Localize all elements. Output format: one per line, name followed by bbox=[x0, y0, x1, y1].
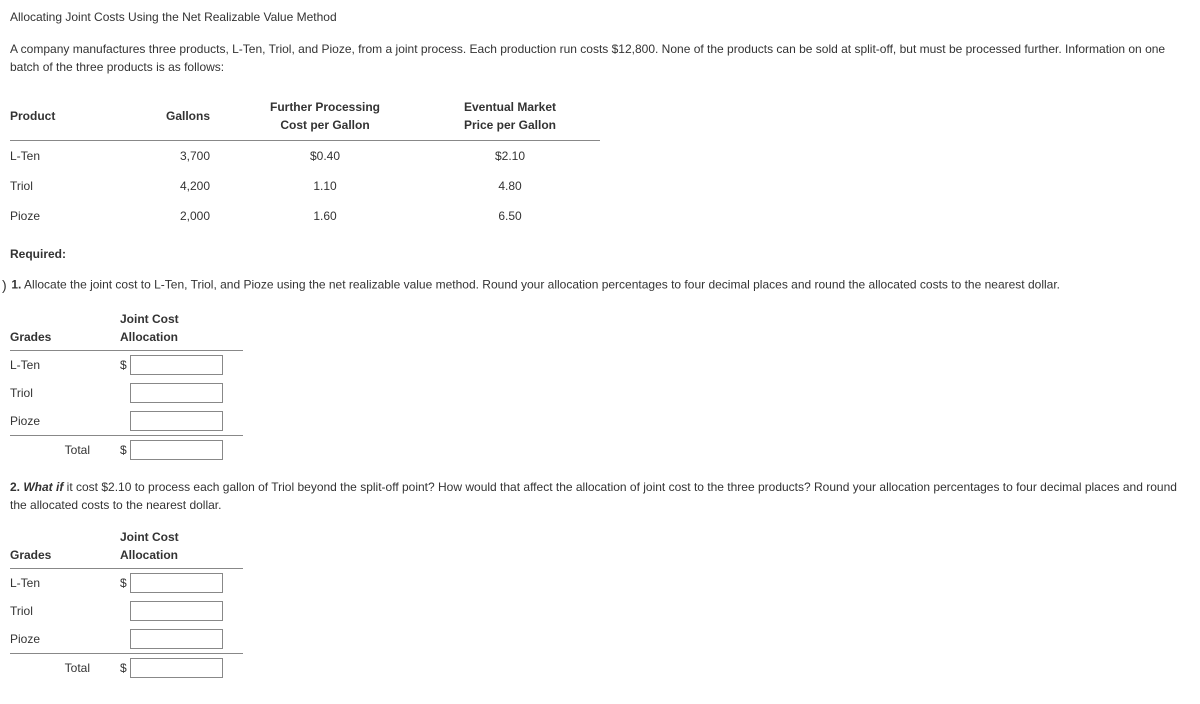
triol-input-2[interactable] bbox=[130, 601, 223, 621]
paren-icon: ) bbox=[2, 275, 8, 296]
intro-text: A company manufactures three products, L… bbox=[10, 40, 1190, 76]
alloc-row: Pioze bbox=[10, 407, 243, 436]
question-2: 2. What if it cost $2.10 to process each… bbox=[10, 478, 1190, 514]
alloc-row: Triol bbox=[10, 379, 243, 407]
page-title: Allocating Joint Costs Using the Net Rea… bbox=[10, 8, 1190, 26]
header-product: Product bbox=[10, 92, 140, 141]
table-row: L-Ten 3,700 $0.40 $2.10 bbox=[10, 141, 600, 172]
alloc-total-row: Total $ bbox=[10, 436, 243, 465]
header-price: Eventual Market Price per Gallon bbox=[440, 92, 600, 141]
header-joint-cost: Joint Cost Allocation bbox=[120, 524, 243, 569]
question-1: ) 1. Allocate the joint cost to L-Ten, T… bbox=[10, 275, 1190, 296]
alloc-row: L-Ten $ bbox=[10, 569, 243, 598]
allocation-table-2: Grades Joint Cost Allocation L-Ten $ Tri… bbox=[10, 524, 243, 682]
triol-input-1[interactable] bbox=[130, 383, 223, 403]
alloc-total-row: Total $ bbox=[10, 654, 243, 683]
lten-input-1[interactable] bbox=[130, 355, 223, 375]
pioze-input-2[interactable] bbox=[130, 629, 223, 649]
alloc-row: L-Ten $ bbox=[10, 351, 243, 380]
total-input-2[interactable] bbox=[130, 658, 223, 678]
table-row: Triol 4,200 1.10 4.80 bbox=[10, 171, 600, 201]
table-row: Pioze 2,000 1.60 6.50 bbox=[10, 201, 600, 231]
required-label: Required: bbox=[10, 245, 1190, 263]
header-joint-cost: Joint Cost Allocation bbox=[120, 306, 243, 351]
header-grades: Grades bbox=[10, 524, 120, 569]
header-cost: Further Processing Cost per Gallon bbox=[250, 92, 440, 141]
alloc-row: Triol bbox=[10, 597, 243, 625]
total-input-1[interactable] bbox=[130, 440, 223, 460]
allocation-table-1: Grades Joint Cost Allocation L-Ten $ Tri… bbox=[10, 306, 243, 464]
alloc-row: Pioze bbox=[10, 625, 243, 654]
lten-input-2[interactable] bbox=[130, 573, 223, 593]
header-gallons: Gallons bbox=[140, 92, 250, 141]
header-grades: Grades bbox=[10, 306, 120, 351]
pioze-input-1[interactable] bbox=[130, 411, 223, 431]
product-data-table: Product Gallons Further Processing Cost … bbox=[10, 92, 600, 231]
